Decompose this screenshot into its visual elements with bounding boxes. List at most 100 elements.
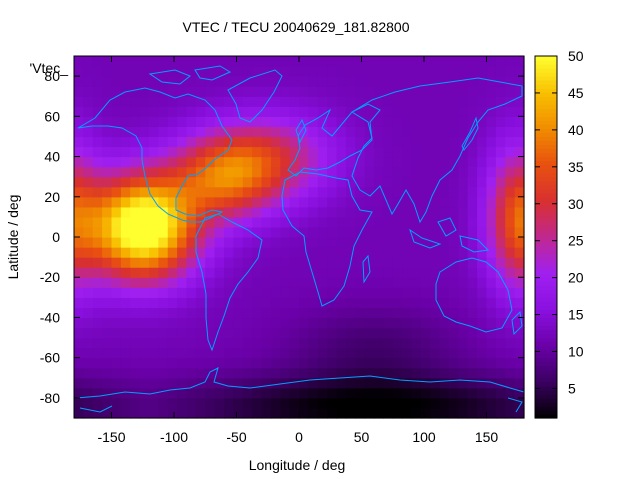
heatmap-cell [327,257,338,268]
coastline-british-isles [295,118,307,144]
heatmap-cell [327,206,338,218]
heatmap-cell [120,397,131,409]
heatmap-cell [430,216,441,228]
heatmap-cell [186,206,197,218]
heatmap-cell [139,357,150,369]
heatmap-cell [214,277,225,288]
heatmap-cell [177,327,188,339]
heatmap-cell [364,357,375,369]
colorbar-segment [535,132,557,138]
heatmap-cell [402,76,413,87]
heatmap-cell [402,407,413,419]
heatmap-cell [299,96,309,107]
heatmap-cell [299,327,309,339]
heatmap-cell [261,106,272,117]
heatmap-cell [280,116,291,127]
heatmap-cell [449,126,459,138]
heatmap-cell [177,176,188,188]
heatmap-cell [120,76,131,87]
heatmap-cell [83,166,94,178]
heatmap-cell [308,216,319,228]
heatmap-cell [195,317,206,329]
colorbar-segment [535,293,557,298]
heatmap-cell [130,106,141,117]
heatmap-cell [477,96,488,107]
heatmap-cell [317,96,328,107]
heatmap-cell [83,367,94,379]
heatmap-cell [308,297,319,308]
heatmap-cell [92,166,103,178]
heatmap-cell [345,287,356,298]
heatmap-cell [177,397,188,409]
heatmap-cell [420,86,431,97]
heatmap-cell [167,287,178,298]
heatmap-cell [214,287,225,298]
colorbar-segment [535,120,557,125]
colorbar-segment [535,305,557,310]
heatmap-cell [74,377,84,389]
heatmap-cell [252,337,263,349]
heatmap-cell [439,287,450,298]
heatmap-cell [495,287,506,298]
heatmap-cell [327,347,338,359]
heatmap-cell [167,237,178,248]
heatmap-cell [289,407,300,419]
heatmap-cell [252,196,263,208]
heatmap-cell [449,156,459,168]
heatmap-cell [505,226,516,238]
heatmap-cell [327,176,338,188]
y-tick-label: 60 [44,108,60,124]
heatmap-cell [345,317,356,329]
heatmap-cell [214,367,225,379]
heatmap-cell [420,56,431,67]
heatmap-cell [242,377,253,389]
heatmap-cell [486,327,497,339]
heatmap-cell [364,186,375,198]
heatmap-cell [486,287,497,298]
heatmap-cell [224,347,234,359]
coastline-indonesia [409,217,490,253]
colorbar-segment [535,124,557,129]
heatmap-cell [327,247,338,258]
heatmap-cell [486,226,497,238]
heatmap-cell [130,196,141,208]
heatmap-cell [420,166,431,178]
heatmap-cell [120,136,131,148]
heatmap-cell [111,226,122,238]
heatmap-cell [177,367,188,379]
heatmap-cell [214,327,225,339]
heatmap-cell [233,216,244,228]
heatmap-cell [420,287,431,298]
heatmap-cell [327,156,338,168]
heatmap-cell [102,226,113,238]
heatmap-cell [327,146,338,158]
heatmap-cell [242,206,253,218]
heatmap-cell [111,287,122,298]
heatmap-cell [392,357,403,369]
heatmap-cell [411,367,422,379]
heatmap-cell [205,96,216,107]
heatmap-cell [458,66,469,77]
heatmap-cell [458,186,469,198]
heatmap-cell [252,267,263,278]
heatmap-cell [92,247,103,258]
heatmap-cell [280,287,291,298]
heatmap-cell [149,277,159,288]
heatmap-cell [495,367,506,379]
heatmap-cell [327,226,338,238]
heatmap-cell [102,357,113,369]
colorbar-segment [535,381,557,387]
colorbar-segment [535,176,557,182]
heatmap-cell [224,337,234,349]
heatmap-cell [411,56,422,67]
heatmap-cell [186,357,197,369]
heatmap-cell [149,66,159,77]
heatmap-cell [383,297,394,308]
heatmap-cell [495,96,506,107]
heatmap-cell [505,267,516,278]
heatmap-cell [158,307,169,319]
heatmap-cell [102,387,113,399]
heatmap-cell [458,257,469,268]
heatmap-cell [308,327,319,339]
heatmap-cell [130,136,141,148]
